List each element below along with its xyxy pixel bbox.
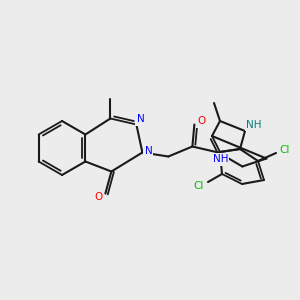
Text: O: O bbox=[94, 193, 103, 202]
Text: Cl: Cl bbox=[280, 145, 290, 155]
Text: Cl: Cl bbox=[194, 181, 204, 191]
Text: N: N bbox=[136, 115, 144, 124]
Text: NH: NH bbox=[213, 154, 228, 164]
Text: O: O bbox=[197, 116, 206, 127]
Text: NH: NH bbox=[246, 120, 262, 130]
Text: N: N bbox=[145, 146, 152, 155]
